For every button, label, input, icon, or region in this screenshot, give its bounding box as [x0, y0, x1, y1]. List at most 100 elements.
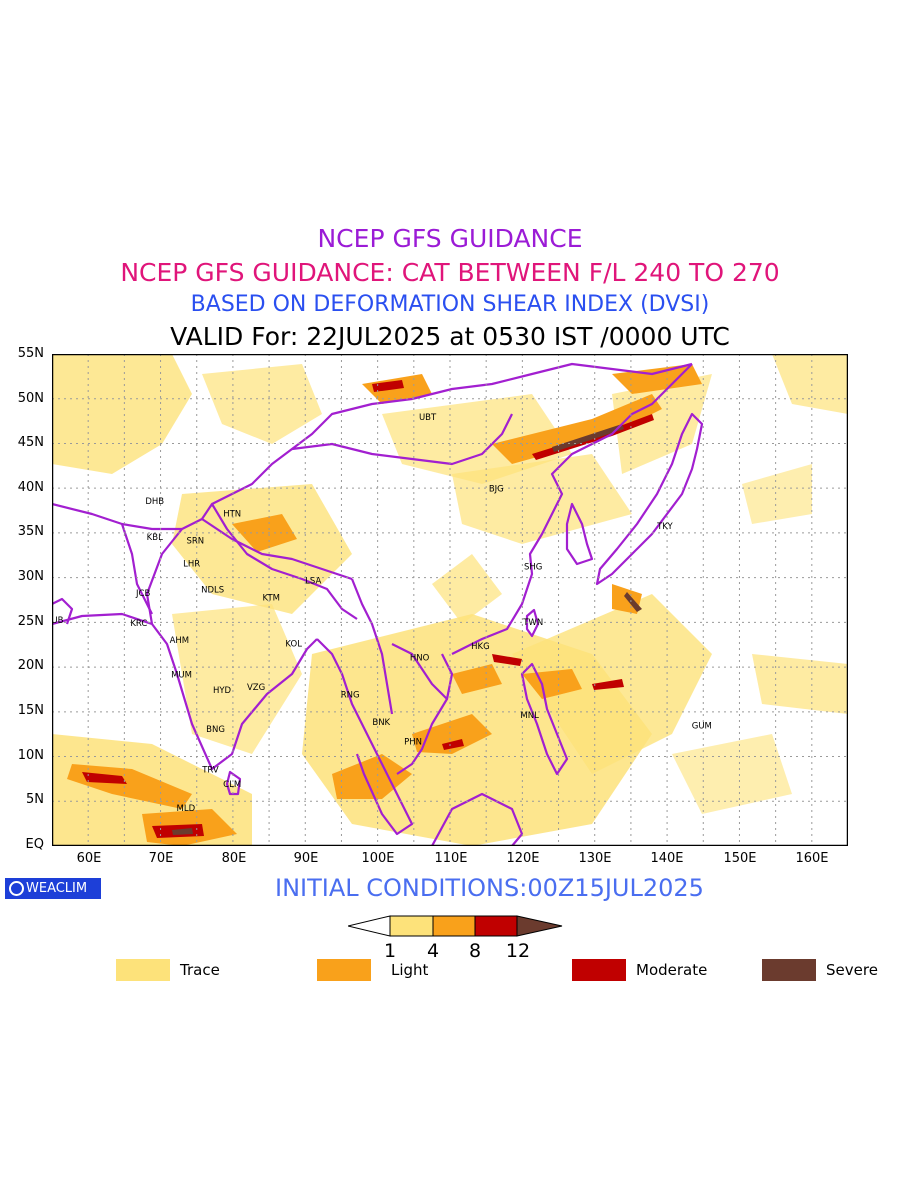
map-frame	[52, 354, 848, 846]
station-label-kol: KOL	[285, 639, 302, 649]
korea-outline	[565, 502, 594, 566]
station-label-hyd: HYD	[213, 686, 232, 696]
colorbar-level: 8	[468, 940, 482, 962]
laos-vietnam-border	[391, 643, 448, 700]
philippines-outline	[520, 662, 569, 776]
initial-conditions: INITIAL CONDITIONS:00Z15JUL2025	[275, 874, 704, 902]
colorbar	[348, 915, 563, 937]
station-label-ktm: KTM	[263, 594, 280, 604]
lat-label: 40N	[17, 480, 44, 495]
lat-label: 25N	[17, 614, 44, 629]
lon-label: 140E	[650, 851, 684, 866]
station-label-ubt: UBT	[419, 413, 437, 423]
southeast-asia-coast	[316, 638, 414, 836]
lon-label: 100E	[361, 851, 395, 866]
colorbar-moderate	[474, 915, 518, 937]
china-coast	[451, 363, 693, 655]
mongolia-border	[291, 413, 513, 466]
colorbar-low-arrow	[348, 915, 391, 937]
lat-label: 5N	[26, 792, 44, 807]
station-label-mnl: MNL	[520, 711, 539, 721]
lon-label: 160E	[795, 851, 829, 866]
lon-label: 130E	[578, 851, 612, 866]
legend-label-moderate: Moderate	[636, 961, 708, 979]
india-coastline	[52, 612, 318, 771]
boundary-lines	[52, 362, 704, 846]
valid-time: VALID For: 22JUL2025 at 0530 IST /0000 U…	[170, 322, 730, 351]
lat-label: 35N	[17, 524, 44, 539]
station-label-dhb: DHB	[145, 497, 164, 507]
lon-label: 60E	[76, 851, 102, 866]
colorbar-high-arrow	[516, 915, 563, 937]
lon-label: 90E	[293, 851, 319, 866]
station-label-srn: SRN	[186, 536, 204, 546]
india-north-border	[145, 502, 358, 625]
lon-label: 120E	[506, 851, 540, 866]
station-label-lhr: LHR	[183, 560, 200, 570]
badge-label: WEACLIM	[26, 881, 88, 896]
japan-outline	[595, 412, 704, 586]
chart-method-line: BASED ON DEFORMATION SHEAR INDEX (DVSI)	[190, 292, 710, 317]
lon-label: 150E	[723, 851, 757, 866]
lat-label: 30N	[17, 569, 44, 584]
station-label-jcb: JCB	[135, 589, 150, 599]
legend-swatch-moderate	[572, 959, 626, 981]
colorbar-level: 4	[426, 940, 440, 962]
lat-label: 20N	[17, 658, 44, 673]
station-label-tky: TKY	[656, 522, 673, 532]
station-labels: UBT BJG DHB HTN KBL SRN TKY SHG LHR LSA JCB NDLS KTM…	[52, 413, 712, 814]
colorbar-level: 12	[505, 940, 531, 962]
lon-label: 80E	[221, 851, 247, 866]
lat-label: 10N	[17, 748, 44, 763]
weaclim-badge: WEACLIM	[5, 878, 101, 899]
lat-label: 45N	[17, 435, 44, 450]
chart-title: NCEP GFS GUIDANCE	[317, 224, 583, 253]
lon-label: 70E	[148, 851, 174, 866]
colorbar-light	[432, 915, 476, 937]
myanmar-border	[350, 578, 394, 715]
lat-label: 50N	[17, 391, 44, 406]
legend-swatch-severe	[762, 959, 816, 981]
station-label-twn: TWN	[522, 618, 543, 628]
station-label-clm: CLM	[223, 780, 241, 790]
station-label-ndls: NDLS	[201, 586, 224, 596]
light-areas	[67, 364, 702, 846]
turbulence-map: UBT BJG DHB HTN KBL SRN TKY SHG LHR LSA JCB NDLS KTM…	[52, 354, 848, 846]
station-label-mld: MLD	[177, 804, 196, 814]
station-label-phn: PHN	[404, 738, 422, 748]
station-label-dub: DUB	[52, 616, 64, 626]
station-label-ahm: AHM	[170, 636, 190, 646]
legend-label-light: Light	[391, 961, 429, 979]
station-label-hkg: HKG	[471, 642, 490, 652]
station-label-vzg: VZG	[247, 683, 265, 693]
legend-swatch-light	[317, 959, 371, 981]
station-label-kbl: KBL	[147, 533, 163, 543]
station-label-trv: TRV	[201, 765, 219, 775]
lon-label: 110E	[434, 851, 468, 866]
station-label-shg: SHG	[524, 562, 542, 572]
severe-areas	[172, 424, 642, 835]
station-label-krc: KRC	[130, 619, 147, 629]
logo-icon	[9, 881, 24, 896]
arabia-coast	[52, 597, 74, 625]
himalaya-line	[201, 518, 353, 581]
legend-label-severe: Severe	[826, 961, 878, 979]
station-label-gum: GUM	[692, 722, 712, 732]
station-label-htn: HTN	[223, 510, 241, 520]
legend-swatch-trace	[116, 959, 170, 981]
chart-subtitle: NCEP GFS GUIDANCE: CAT BETWEEN F/L 240 T…	[120, 258, 780, 287]
station-label-lsa: LSA	[305, 577, 321, 587]
taiwan-outline	[525, 608, 540, 638]
legend-label-trace: Trace	[180, 961, 220, 979]
sri-lanka-outline	[225, 770, 242, 796]
station-label-bjg: BJG	[489, 485, 504, 495]
station-label-mum: MUM	[171, 671, 192, 681]
station-label-bng: BNG	[206, 725, 225, 735]
map-grid	[52, 354, 848, 846]
station-label-bnk: BNK	[372, 718, 390, 728]
lat-label: 55N	[17, 346, 44, 361]
colorbar-level: 1	[383, 940, 397, 962]
lat-label: EQ	[25, 837, 44, 852]
station-label-rng: RNG	[341, 690, 360, 700]
colorbar-trace	[389, 915, 434, 937]
